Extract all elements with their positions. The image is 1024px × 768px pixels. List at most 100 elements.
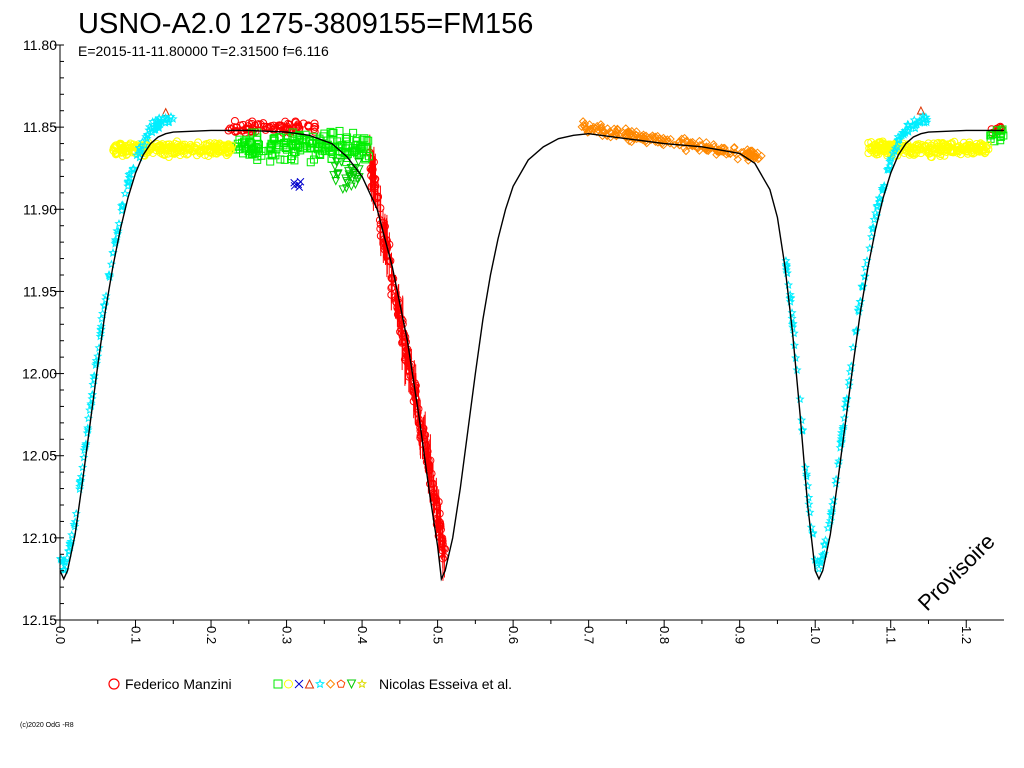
data-point: [205, 147, 214, 156]
data-point: [356, 678, 368, 689]
data-point: [663, 135, 672, 144]
data-point: [226, 142, 235, 151]
data-point: [157, 143, 166, 152]
data-point: [746, 146, 756, 156]
data-point: [781, 265, 791, 274]
data-point: [597, 124, 606, 133]
data-point: [294, 679, 304, 689]
data-point: [867, 146, 876, 155]
data-point: [270, 133, 279, 142]
data-point: [934, 138, 943, 147]
data-point: [733, 155, 742, 164]
data-point: [353, 174, 362, 184]
x-tick-label: 0.4: [355, 626, 370, 644]
data-point: [579, 120, 589, 130]
data-point: [695, 146, 704, 155]
data-point: [247, 139, 256, 148]
data-point: [856, 296, 866, 306]
data-point: [270, 125, 279, 134]
data-point: [612, 132, 621, 141]
y-tick-label: 12.00: [22, 366, 57, 382]
data-point: [925, 149, 934, 158]
x-tick-label: 0.6: [506, 626, 521, 644]
data-point: [349, 128, 358, 137]
axes: 11.80 11.85 11.90 11.95 12.00 12.05 12.10 12.15…: [22, 37, 1004, 644]
y-tick-label: 12.15: [22, 612, 57, 628]
data-point: [963, 147, 972, 156]
data-point: [249, 147, 258, 156]
data-point: [211, 147, 220, 156]
data-point: [434, 520, 443, 529]
data-point: [430, 494, 439, 503]
data-point: [329, 171, 338, 180]
series-x: [290, 177, 305, 191]
data-point: [924, 139, 933, 148]
data-point: [920, 144, 929, 153]
data-point: [348, 174, 357, 184]
x-tick-label: 0.0: [53, 626, 68, 644]
data-point: [333, 137, 342, 146]
data-point: [797, 426, 807, 435]
data-point: [350, 146, 359, 155]
data-point: [915, 117, 925, 127]
data-point: [112, 141, 121, 150]
data-point: [329, 128, 338, 137]
data-point: [804, 492, 814, 502]
data-point: [304, 121, 313, 130]
data-point: [299, 135, 308, 144]
data-point: [65, 538, 75, 548]
data-point: [239, 149, 248, 158]
data-point: [624, 133, 633, 142]
data-point: [942, 147, 951, 156]
data-point: [150, 115, 161, 125]
data-point: [909, 115, 919, 124]
data-point: [870, 208, 881, 217]
data-point: [898, 127, 908, 137]
data-point: [161, 113, 171, 122]
x-tick-label: 1.0: [808, 626, 823, 644]
data-point: [353, 134, 362, 143]
data-point: [283, 119, 292, 128]
data-point: [325, 679, 336, 689]
data-point: [291, 140, 300, 149]
series-star: [55, 111, 932, 574]
data-point: [336, 679, 346, 688]
data-point: [143, 146, 152, 155]
data-point: [872, 202, 882, 211]
data-point: [882, 147, 891, 156]
data-point: [627, 137, 636, 147]
data-point: [801, 469, 812, 479]
data-point: [952, 143, 961, 152]
data-point: [436, 522, 445, 531]
data-point: [427, 469, 436, 478]
series-federico-manzini: [224, 116, 1007, 581]
data-point: [921, 112, 931, 122]
data-point: [170, 149, 179, 158]
model-curve: [59, 129, 1004, 582]
data-point: [83, 425, 93, 434]
data-point: [851, 325, 861, 335]
data-point: [135, 143, 145, 152]
data-point: [305, 144, 314, 153]
data-point: [118, 200, 128, 209]
data-point: [946, 147, 955, 156]
y-tick-label: 11.80: [23, 37, 57, 53]
data-point: [277, 123, 286, 132]
data-point: [947, 147, 956, 156]
data-point: [290, 178, 299, 187]
data-point: [279, 128, 288, 137]
data-point: [124, 172, 134, 182]
data-point: [826, 516, 836, 525]
data-points: [55, 105, 1008, 581]
data-point: [803, 481, 813, 490]
x-tick-label: 0.3: [280, 626, 295, 644]
x-tick-label: 1.2: [959, 626, 974, 644]
data-point: [867, 224, 877, 233]
data-point: [836, 436, 847, 446]
data-point: [648, 132, 658, 142]
data-point: [810, 555, 820, 564]
data-point: [344, 170, 354, 179]
data-point: [965, 138, 974, 147]
data-point: [890, 146, 900, 156]
data-point: [817, 550, 828, 559]
